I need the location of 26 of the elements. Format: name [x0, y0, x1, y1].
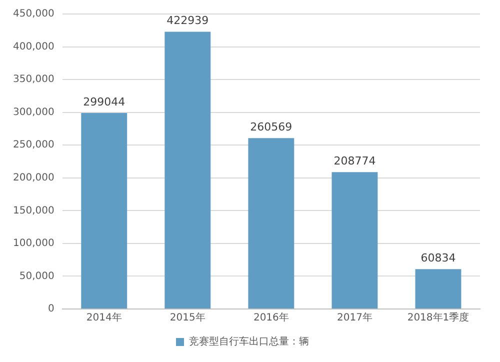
data-label: 208774 [334, 154, 376, 168]
y-tick-label: 350,000 [12, 74, 54, 86]
data-label: 422939 [166, 14, 209, 28]
y-tick-label: 300,000 [12, 106, 54, 118]
x-tick-label: 2017年 [336, 312, 372, 324]
x-tick-label: 2015年 [170, 312, 206, 324]
bar [415, 269, 462, 308]
bar [332, 172, 378, 308]
x-tick-label: 2016年 [253, 312, 289, 324]
y-tick-label: 400,000 [12, 41, 54, 52]
y-tick-label: 200,000 [12, 172, 54, 184]
y-tick-label: 150,000 [12, 205, 54, 216]
bar [81, 112, 128, 308]
legend-label: 竞赛型自行车出口总量：辆 [189, 336, 309, 348]
y-tick-label: 250,000 [12, 140, 54, 151]
data-label: 299044 [83, 95, 126, 108]
y-tick-label: 100,000 [12, 238, 54, 250]
x-tick-label: 2014年 [86, 312, 122, 324]
bar [164, 32, 211, 308]
data-label: 60834 [420, 251, 456, 264]
y-tick-label: 450,000 [12, 8, 54, 20]
x-tick-label: 2018年1季度 [407, 312, 470, 324]
y-tick-label: 0 [48, 304, 54, 315]
y-tick-label: 50,000 [19, 270, 54, 282]
bar [248, 138, 294, 308]
data-label: 260569 [250, 120, 292, 134]
